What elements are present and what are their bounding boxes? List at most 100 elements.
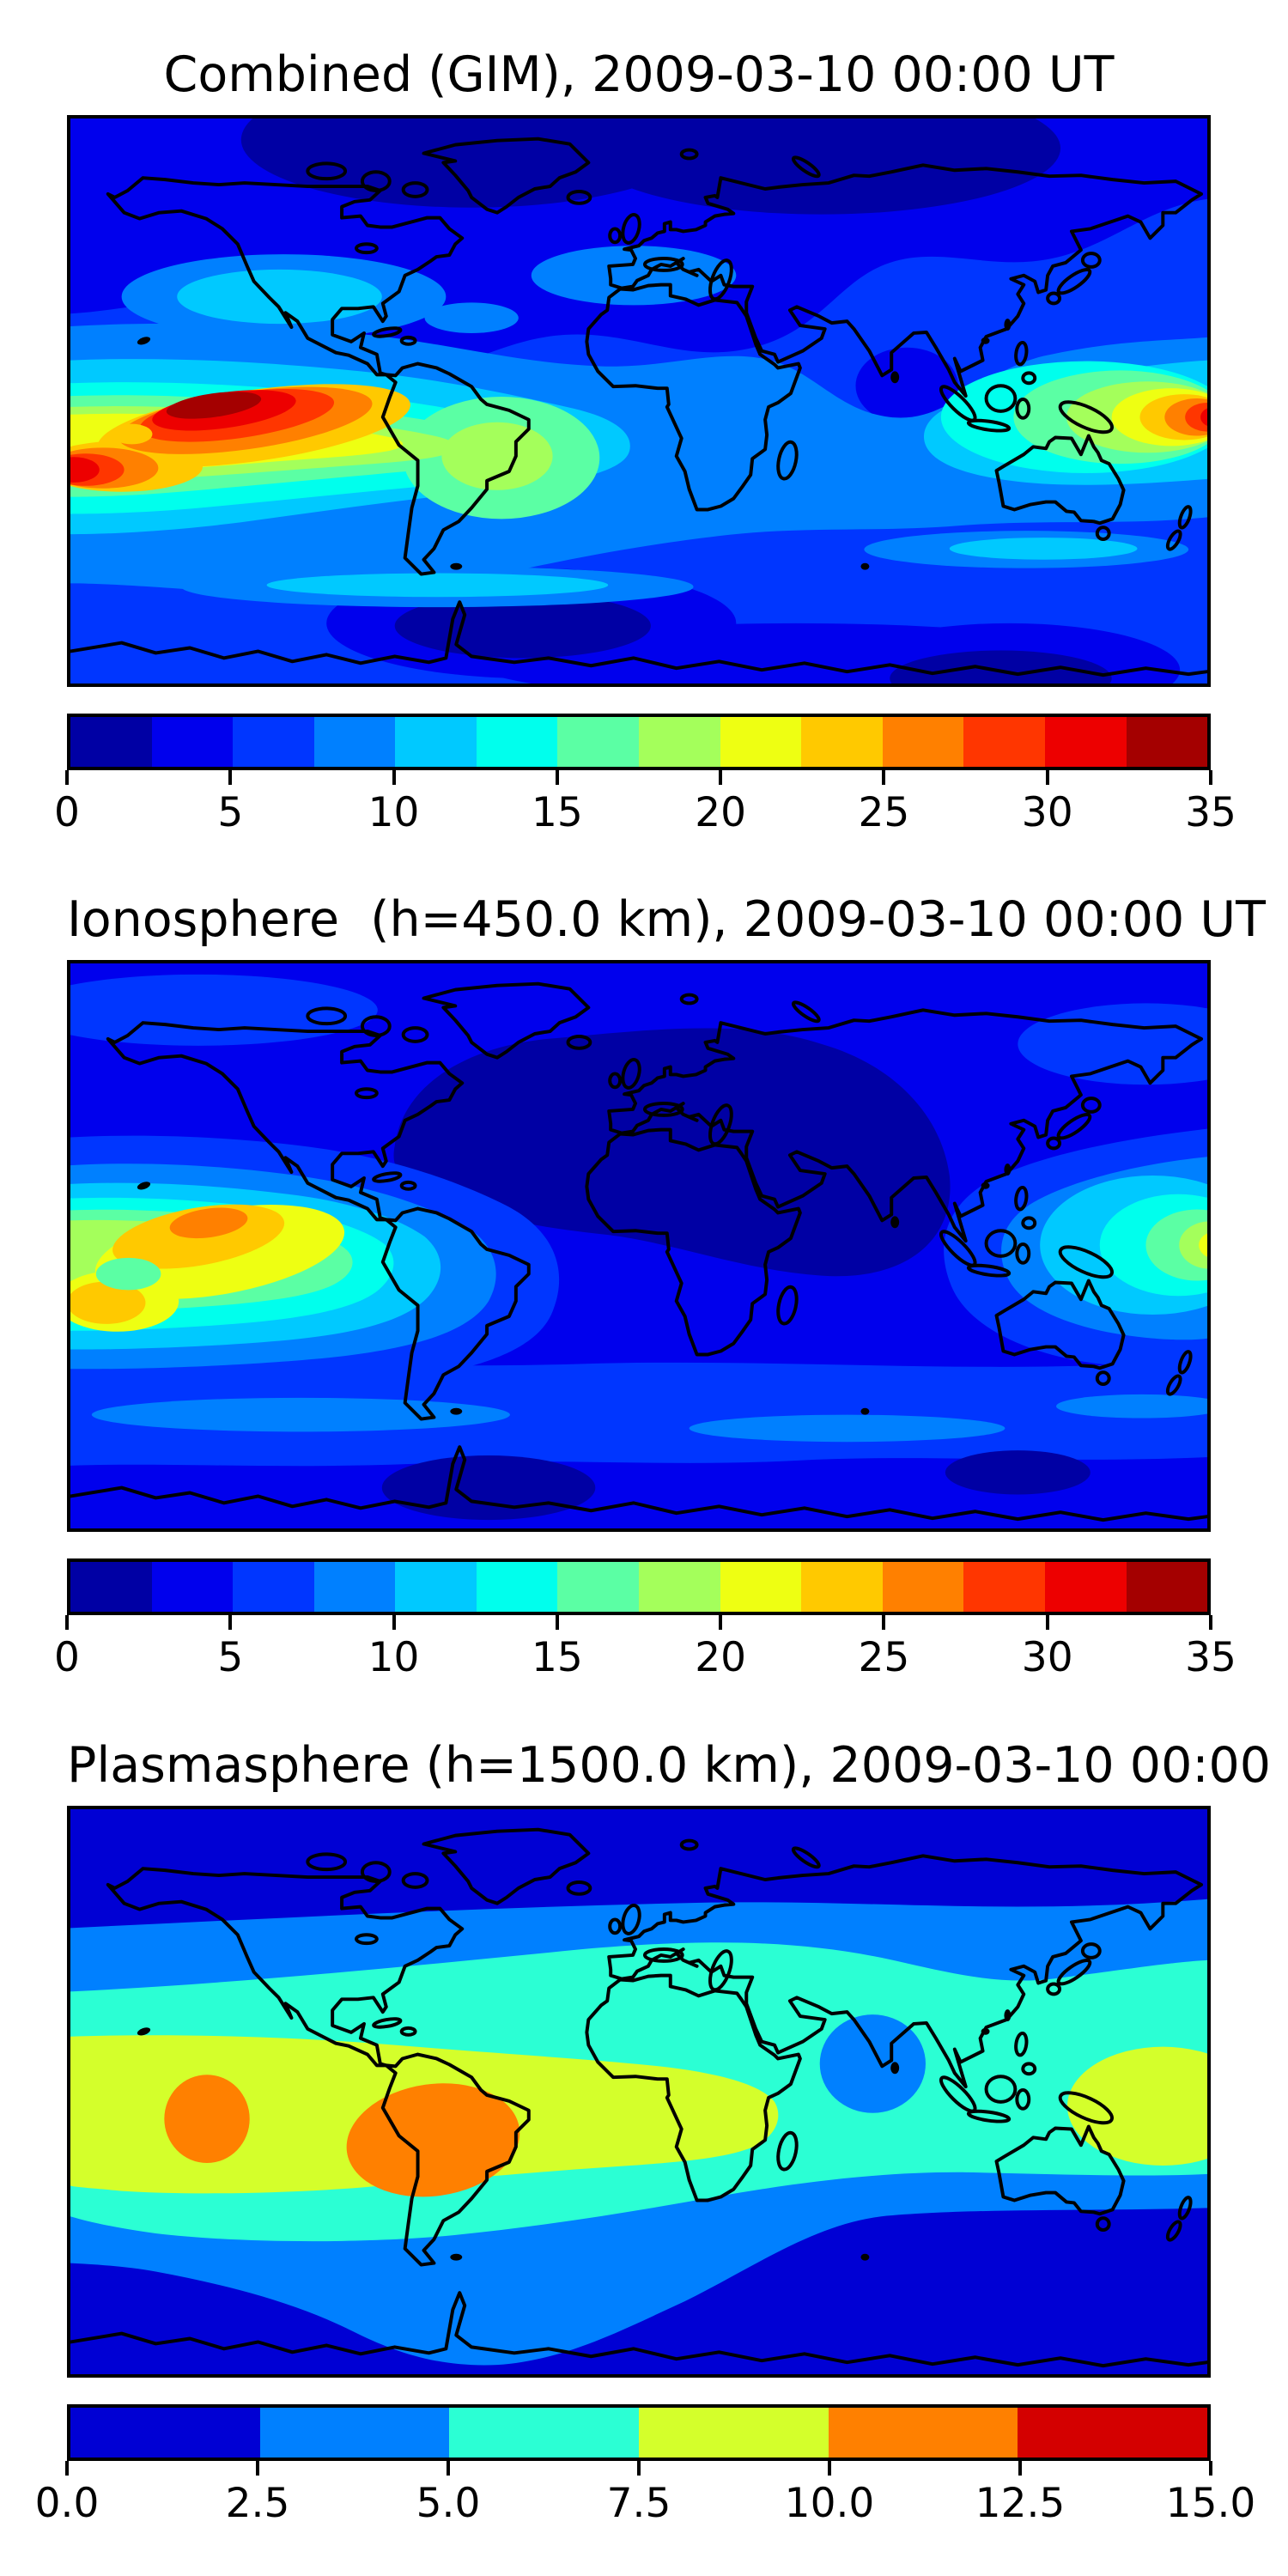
colorbar-ionosphere (67, 1558, 1211, 1615)
colorbar-segment (1018, 2408, 1208, 2458)
colorbar-tick-mark (392, 1615, 396, 1630)
panel-plasmasphere: Plasmasphere (h=1500.0 km), 2009-03-10 0… (35, 1734, 1288, 2564)
small-islands-layer (137, 319, 1012, 570)
colorbar-segment (449, 2408, 640, 2458)
colorbar-tick-mark (447, 2461, 450, 2476)
colorbar-segment (151, 1562, 234, 1612)
colorbar-segment (639, 1562, 720, 1612)
colorbar-tick-label: 35 (1185, 789, 1236, 836)
panel-title-ionosphere: Ionosphere (h=450.0 km), 2009-03-10 00:0… (67, 891, 1266, 948)
colorbar-segment (233, 717, 314, 767)
colorbar-combined (67, 714, 1211, 770)
colorbar-segment (476, 717, 558, 767)
panel-combined-gim: Combined (GIM), 2009-03-10 00:00 UT (54, 43, 1236, 873)
colorbar-segment (828, 2408, 1018, 2458)
colorbar-tick-mark (719, 1615, 723, 1630)
colorbar-tick-mark (256, 2461, 259, 2476)
colorbar-tick-mark (1209, 770, 1212, 785)
colorbar-tick-label: 20 (695, 1634, 747, 1681)
contour-fill-layer (70, 963, 1207, 1528)
contour-fill-layer (70, 118, 1207, 683)
colorbar-tick-mark (828, 2461, 831, 2476)
colorbar-segment (1126, 1562, 1208, 1612)
contour-fill-layer (70, 1809, 1207, 2374)
colorbar-tick-label: 15 (531, 1634, 583, 1681)
colorbar-segment (70, 1562, 152, 1612)
colorbar-tick-label: 2.5 (225, 2480, 290, 2527)
colorbar-tick-mark (1209, 2461, 1212, 2476)
colorbar-segment (395, 717, 477, 767)
contour-map-ionosphere (67, 960, 1211, 1532)
colorbar-tick-label: 7.5 (606, 2480, 671, 2527)
colorbar-tick-mark (228, 1615, 233, 1630)
colorbar-segment (639, 717, 720, 767)
colorbar-segment (801, 717, 883, 767)
colorbar-segment (70, 717, 152, 767)
colorbar-tick-mark (882, 1615, 886, 1630)
colorbar-tick-label: 5 (217, 1634, 244, 1681)
colorbar-tick-label: 0.0 (34, 2480, 100, 2527)
colorbar-segment (259, 2408, 450, 2458)
colorbar-tick-label: 12.5 (975, 2480, 1066, 2527)
colorbar-segment (1044, 1562, 1127, 1612)
contour-map-ionosphere-svg (70, 963, 1207, 1528)
colorbar-tick-label: 25 (858, 789, 910, 836)
colorbar-tick-label: 10 (368, 1634, 420, 1681)
colorbar-segment (313, 1562, 396, 1612)
colorbar-segment (882, 717, 964, 767)
panel-title-plasmasphere: Plasmasphere (h=1500.0 km), 2009-03-10 0… (67, 1737, 1288, 1794)
colorbar-tick-label: 0 (54, 789, 80, 836)
colorbar-tick-mark (1045, 770, 1049, 785)
colorbar-axis-combined: 0 5 10 15 20 25 30 35 (54, 770, 1236, 873)
colorbar-tick-mark (555, 770, 559, 785)
colorbar-tick-label: 10 (368, 789, 420, 836)
colorbar-tick-mark (719, 770, 723, 785)
colorbar-segment (720, 1562, 802, 1612)
contour-map-plasmasphere-svg (70, 1809, 1207, 2374)
colorbar-tick-mark (555, 1615, 559, 1630)
colorbar-segment (1044, 717, 1127, 767)
colorbar-segment (963, 1562, 1045, 1612)
colorbar-segment (1126, 717, 1208, 767)
colorbar-tick-mark (65, 1615, 69, 1630)
colorbar-segment (313, 717, 396, 767)
colorbar-segment (151, 717, 234, 767)
contour-map-combined (67, 115, 1211, 687)
contour-map-plasmasphere (67, 1806, 1211, 2378)
contour-map-combined-svg (70, 118, 1207, 683)
colorbar-tick-label: 5.0 (416, 2480, 481, 2527)
colorbar-segment (395, 1562, 477, 1612)
colorbar-tick-label: 20 (695, 789, 747, 836)
colorbar-tick-mark (1209, 1615, 1212, 1630)
colorbar-segment (882, 1562, 964, 1612)
colorbar-segment (557, 1562, 640, 1612)
coastlines-layer (70, 137, 1207, 677)
colorbar-tick-mark (392, 770, 396, 785)
colorbar-tick-mark (1018, 2461, 1022, 2476)
colorbar-plasmasphere (67, 2404, 1211, 2461)
colorbar-tick-mark (637, 2461, 641, 2476)
colorbar-tick-label: 35 (1185, 1634, 1236, 1681)
colorbar-tick-label: 15.0 (1165, 2480, 1256, 2527)
colorbar-axis-plasmasphere: 0.0 2.5 5.0 7.5 10.0 12.5 15.0 (35, 2461, 1255, 2564)
colorbar-tick-label: 10.0 (784, 2480, 875, 2527)
colorbar-tick-mark (65, 770, 69, 785)
colorbar-tick-mark (228, 770, 233, 785)
colorbar-segment (801, 1562, 883, 1612)
colorbar-segment (233, 1562, 314, 1612)
colorbar-segment (639, 2408, 829, 2458)
panel-title-combined: Combined (GIM), 2009-03-10 00:00 UT (163, 46, 1115, 103)
panel-ionosphere: Ionosphere (h=450.0 km), 2009-03-10 00:0… (54, 888, 1266, 1718)
colorbar-segment (720, 717, 802, 767)
colorbar-segment (70, 2408, 260, 2458)
colorbar-tick-label: 25 (858, 1634, 910, 1681)
colorbar-segment (476, 1562, 558, 1612)
colorbar-segment (963, 717, 1045, 767)
colorbar-tick-mark (1045, 1615, 1049, 1630)
colorbar-tick-label: 30 (1021, 789, 1073, 836)
colorbar-segment (557, 717, 640, 767)
colorbar-tick-mark (65, 2461, 69, 2476)
colorbar-tick-mark (882, 770, 886, 785)
colorbar-tick-label: 5 (217, 789, 244, 836)
